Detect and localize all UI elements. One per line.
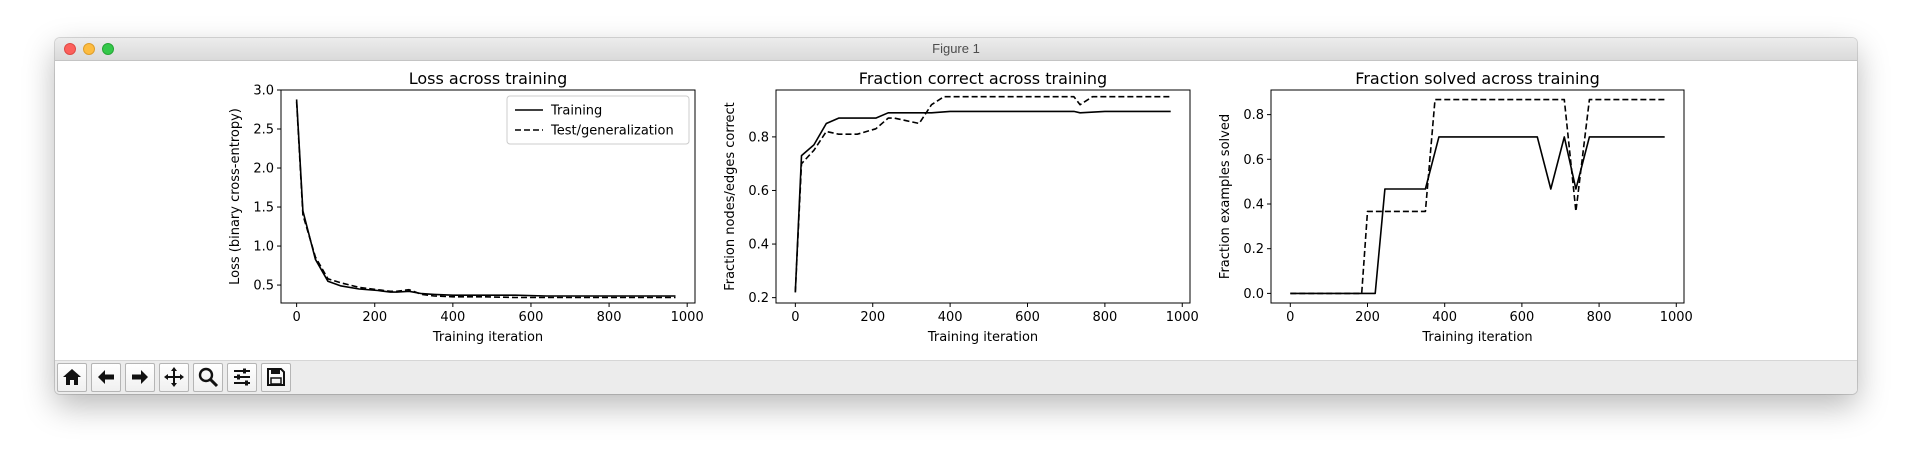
zoom-button[interactable] [193,363,223,392]
series-group [295,99,676,299]
axes-frame [775,89,1191,304]
x-tick-label: 1000 [1166,310,1199,325]
y-tick-label: 1.0 [253,240,274,255]
y-tick-label: 0.5 [253,279,274,294]
x-tick-label: 600 [1015,310,1040,325]
figure-canvas[interactable]: Loss across training 0 200 400 600 800 1000 0.5… [55,61,1857,360]
x-tick-label: 1000 [1660,310,1693,325]
title-bar[interactable]: Figure 1 [55,38,1857,61]
chart-title: Fraction solved across training [1355,69,1599,88]
figure-window: Figure 1 Loss across training 0 200 400 600 8… [55,38,1857,394]
y-tick-label: 0.6 [748,184,769,199]
x-tick-label: 1000 [671,310,704,325]
y-tick-label: 0.4 [1243,197,1264,212]
x-tick-label: 0 [292,310,300,325]
y-tick-label: 2.5 [253,123,274,138]
x-tick-label: 600 [1509,310,1534,325]
y-tick-label: 0.2 [1243,242,1264,257]
y-tick-label: 0.4 [748,238,769,253]
close-window-button[interactable] [64,43,76,55]
x-axis-label: Training iteration [432,330,543,345]
series-line-test [794,95,1171,293]
y-tick-label: 2.0 [253,162,274,177]
x-tick-label: 400 [440,310,465,325]
x-axis-label: Training iteration [1421,330,1532,345]
forward-arrow-icon [132,370,148,384]
pan-button[interactable] [159,363,189,392]
y-tick-label: 0.8 [748,130,769,145]
window-title: Figure 1 [932,41,980,56]
zoom-icon [198,367,219,388]
legend-label: Test/generalization [550,124,674,139]
save-icon [267,368,285,386]
x-tick-label: 200 [1355,310,1380,325]
y-tick-label: 0.2 [748,291,769,306]
y-axis-label: Fraction nodes/edges correct [723,102,738,291]
x-tick-label: 400 [938,310,963,325]
series-line-test [295,101,676,299]
save-button[interactable] [261,363,291,392]
series-group [794,95,1171,293]
chart-1: Fraction correct across training 0 200 400 6… [723,69,1199,345]
x-axis-label: Training iteration [927,330,1038,345]
forward-button[interactable] [125,363,155,392]
series-group [1290,98,1665,295]
back-arrow-icon [98,370,114,384]
y-tick-label: 0.6 [1243,153,1264,168]
x-tick-label: 800 [1092,310,1117,325]
series-line-training [1290,136,1665,295]
figure-svg: Loss across training 0 200 400 600 800 1000 0.5… [228,69,1693,345]
y-tick-label: 0.8 [1243,108,1264,123]
y-tick-label: 1.5 [253,201,274,216]
legend-frame [506,95,690,145]
y-tick-label: 3.0 [253,84,274,99]
chart-0: Loss across training 0 200 400 600 800 1000 0.5… [228,69,704,345]
zoom-window-button[interactable] [102,43,114,55]
x-tick-label: 0 [791,310,799,325]
axes-frame [1270,89,1685,304]
x-tick-label: 200 [362,310,387,325]
configure-subplots-button[interactable] [227,363,257,392]
pan-icon [164,367,184,387]
x-tick-label: 800 [597,310,622,325]
x-tick-label: 600 [519,310,544,325]
y-axis-label: Fraction examples solved [1218,114,1233,279]
legend: Training Test/generalization [506,95,690,145]
series-line-training [794,110,1171,293]
x-tick-label: 800 [1587,310,1612,325]
x-tick-label: 0 [1286,310,1294,325]
chart-2: Fraction solved across training 0 200 400 60… [1218,69,1693,345]
minimize-window-button[interactable] [83,43,95,55]
chart-title: Fraction correct across training [859,69,1107,88]
x-tick-label: 200 [860,310,885,325]
home-button[interactable] [57,363,87,392]
back-button[interactable] [91,363,121,392]
configure-subplots-icon [234,368,250,386]
y-axis-label: Loss (binary cross-entropy) [228,108,243,285]
home-icon [63,369,81,385]
legend-label: Training [550,104,602,119]
x-tick-label: 400 [1432,310,1457,325]
series-line-test [1290,98,1665,295]
chart-title: Loss across training [409,69,568,88]
axes-frame [280,89,696,304]
y-tick-label: 0.0 [1243,287,1264,302]
navigation-toolbar [55,360,1857,394]
